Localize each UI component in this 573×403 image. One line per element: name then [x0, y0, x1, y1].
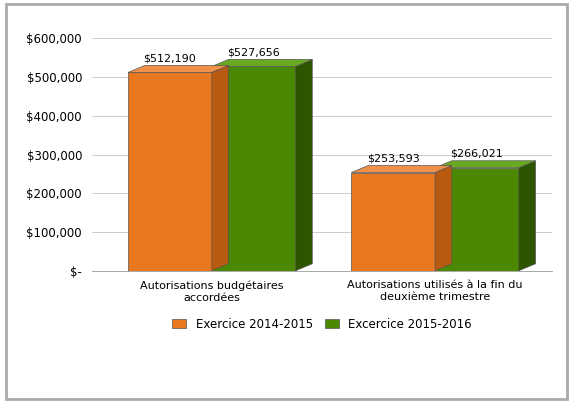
Polygon shape: [435, 161, 536, 168]
Polygon shape: [435, 166, 452, 271]
Text: $253,593: $253,593: [367, 153, 419, 163]
Text: $512,190: $512,190: [144, 53, 197, 63]
Bar: [212, 66, 296, 271]
Polygon shape: [128, 65, 229, 73]
Polygon shape: [212, 59, 312, 66]
Bar: [435, 168, 519, 271]
Text: $266,021: $266,021: [450, 148, 503, 158]
Legend: Exercice 2014-2015, Excercice 2015-2016: Exercice 2014-2015, Excercice 2015-2016: [167, 313, 477, 335]
Bar: [351, 172, 435, 271]
Bar: [128, 73, 212, 271]
Polygon shape: [519, 161, 536, 271]
Polygon shape: [296, 59, 312, 271]
Polygon shape: [351, 166, 452, 172]
Text: $527,656: $527,656: [227, 47, 280, 57]
Polygon shape: [212, 65, 229, 271]
